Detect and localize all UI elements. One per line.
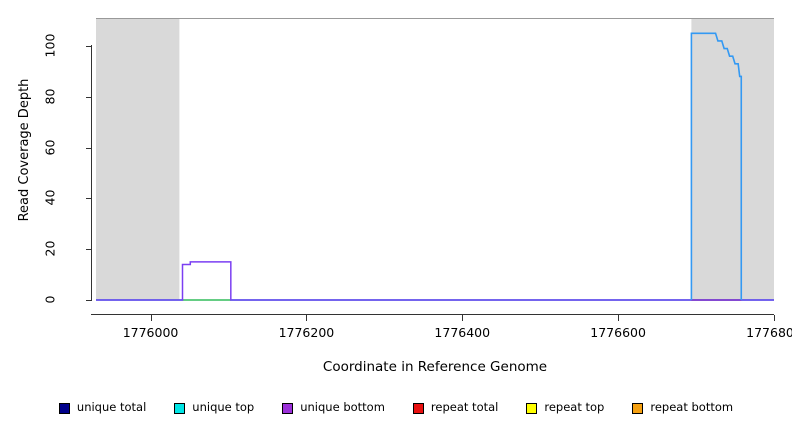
- legend-item-label: unique top: [192, 400, 255, 415]
- y-axis-line: [91, 45, 92, 301]
- legend-item-label: repeat total: [430, 400, 499, 415]
- series-line: [96, 261, 774, 301]
- x-axis-tick-label: 1776400: [434, 325, 491, 340]
- x-axis-tick: [150, 315, 152, 321]
- y-axis-tick-label: 80: [42, 88, 58, 105]
- legend-item-label: repeat bottom: [650, 400, 734, 415]
- legend-color-swatch: [526, 402, 538, 414]
- x-axis-tick: [306, 315, 308, 321]
- shaded-repeat-region: [691, 18, 774, 300]
- x-axis-tick: [774, 315, 775, 321]
- shaded-repeat-region: [96, 18, 180, 300]
- legend-color-swatch: [412, 402, 424, 414]
- y-axis-tick: [86, 147, 92, 149]
- y-axis-title: Read Coverage Depth: [17, 78, 32, 222]
- x-axis-tick: [618, 315, 620, 321]
- x-axis-tick-label: 1776600: [590, 325, 646, 340]
- legend-color-swatch: [632, 402, 644, 414]
- x-axis-tick-label: 1776800: [746, 325, 792, 340]
- y-axis-tick-label: 60: [42, 139, 58, 156]
- y-axis-tick: [86, 46, 92, 47]
- x-axis-tick: [462, 315, 464, 321]
- plot-area: [96, 14, 774, 304]
- legend-item-label: repeat top: [544, 400, 605, 415]
- series-line: [690, 32, 743, 300]
- y-axis-tick: [86, 300, 92, 301]
- x-axis-line: [91, 314, 774, 315]
- legend-item[interactable]: unique total: [58, 400, 147, 415]
- legend-item[interactable]: unique top: [174, 402, 254, 414]
- y-axis-tick: [86, 96, 92, 98]
- legend-item-label: unique bottom: [300, 400, 385, 415]
- x-axis-tick-label: 1776000: [122, 325, 179, 340]
- y-axis-tick: [86, 249, 92, 251]
- legend-item[interactable]: repeat top: [526, 402, 604, 414]
- x-axis-title: Coordinate in Reference Genome: [322, 359, 548, 375]
- y-axis-tick-label: 40: [42, 189, 58, 206]
- y-axis-tick: [86, 198, 92, 200]
- legend-color-swatch: [174, 402, 186, 414]
- legend-color-swatch: [58, 402, 70, 414]
- plot-canvas: [96, 18, 774, 301]
- legend-item[interactable]: repeat total: [412, 400, 499, 415]
- legend-item-label: unique total: [76, 400, 147, 415]
- y-axis-tick-label: 0: [42, 295, 58, 304]
- legend-item[interactable]: repeat bottom: [632, 402, 733, 414]
- y-axis-tick-label: 20: [42, 240, 58, 257]
- legend-color-swatch: [282, 402, 294, 414]
- x-axis-tick-label: 1776200: [278, 325, 335, 340]
- y-axis-tick-label: 100: [42, 33, 58, 58]
- chart-legend: unique total unique top unique bottom repea…: [0, 398, 792, 418]
- legend-item[interactable]: unique bottom: [282, 402, 385, 414]
